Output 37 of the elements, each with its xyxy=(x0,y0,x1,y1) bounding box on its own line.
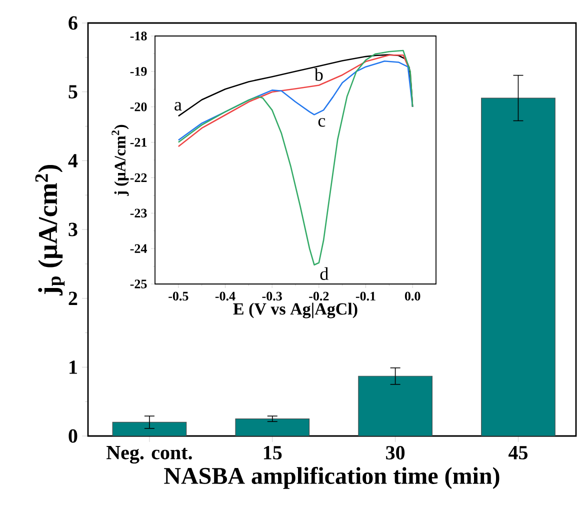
series-label: b xyxy=(314,68,323,81)
x-tick-label: -0.3 xyxy=(262,292,282,301)
y-tick-label: 6 xyxy=(68,16,78,30)
x-axis-title: E (V vs Ag|AgCl) xyxy=(233,302,358,318)
y-tick-label: -21 xyxy=(130,138,147,147)
y-tick-label: 4 xyxy=(68,154,78,168)
x-tick-label: -0.5 xyxy=(168,292,188,301)
x-axis-title: NASBA amplification time (min) xyxy=(164,466,500,489)
bar xyxy=(235,418,310,436)
y-axis-title: j$_{p}$ (μA/cm$^{2}$) xyxy=(35,164,65,296)
x-tick-label: -0.1 xyxy=(356,292,376,301)
series-label: a xyxy=(174,102,182,111)
y-tick-label: -22 xyxy=(130,173,147,182)
x-tick-label: 45 xyxy=(508,446,528,460)
y-axis-title: j (μA/cm$^{2}$) xyxy=(112,124,129,196)
x-tick-label: 15 xyxy=(264,446,282,460)
y-tick-label: -20 xyxy=(130,102,147,112)
y-tick-label: -24 xyxy=(130,244,147,253)
x-tick-label: -0.2 xyxy=(309,292,329,301)
y-tick-label: -25 xyxy=(130,280,147,288)
bar xyxy=(112,422,186,436)
x-tick-label: -0.4 xyxy=(215,292,236,301)
x-tick-label: 30 xyxy=(386,446,405,460)
y-tick-label: -19 xyxy=(130,67,147,76)
series-label: c xyxy=(318,118,326,127)
bar xyxy=(358,376,432,436)
x-tick-label: Neg. cont. xyxy=(106,446,192,464)
y-tick-label: 2 xyxy=(68,292,78,305)
bar xyxy=(481,98,556,436)
y-tick-label: -18 xyxy=(130,32,147,40)
series-label: d xyxy=(320,267,328,280)
y-tick-label: -23 xyxy=(130,208,147,218)
y-tick-label: 0 xyxy=(68,429,78,443)
y-tick-label: 5 xyxy=(68,85,78,98)
x-tick-label: 0.0 xyxy=(404,292,420,301)
y-tick-label: 3 xyxy=(68,222,78,236)
y-tick-label: 1 xyxy=(70,360,77,374)
